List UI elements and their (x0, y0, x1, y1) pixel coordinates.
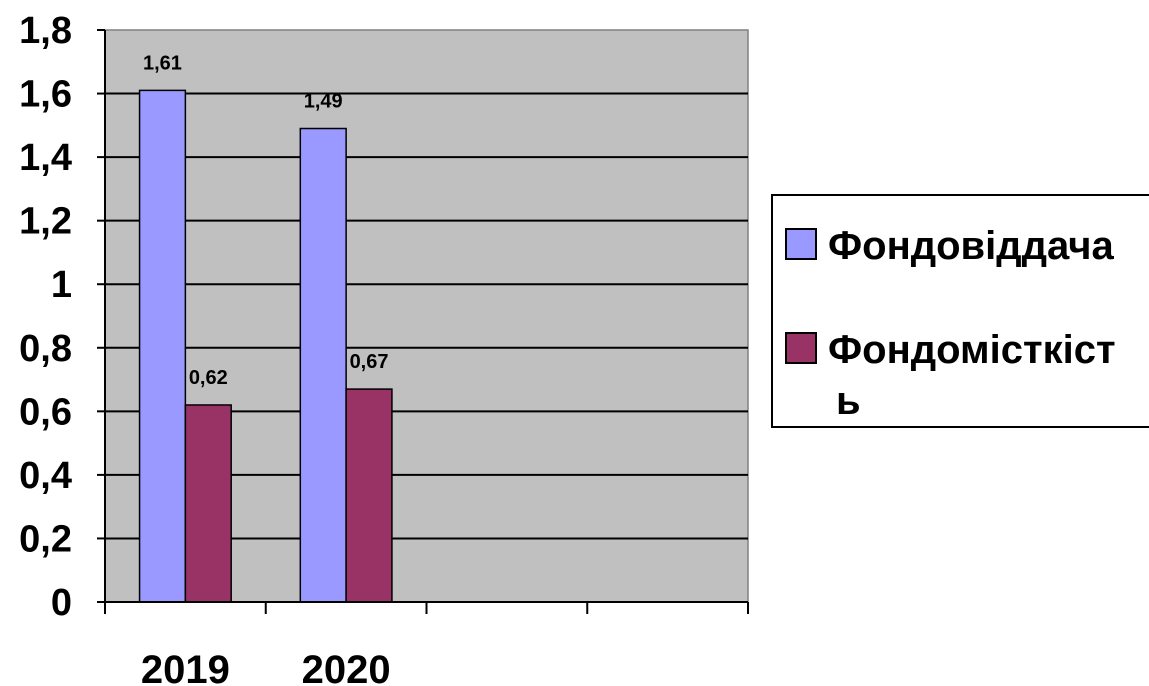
data-labels: 1,61 1,49 0,62 0,67 (143, 52, 389, 389)
x-category-labels: 2019 2020 (141, 648, 391, 686)
legend-box (771, 194, 1149, 428)
axes (97, 29, 749, 614)
data-label: 1,49 (304, 91, 343, 113)
legend-swatch-fondovidacha (785, 228, 817, 260)
y-tick-label: 1,8 (19, 10, 72, 52)
bar (345, 388, 393, 603)
x-category-label: 2019 (141, 648, 230, 686)
y-tick-label: 1 (51, 264, 72, 306)
y-tick-labels: 0 0,2 0,4 0,6 0,8 1 1,2 1,4 1,6 1,8 (19, 10, 72, 624)
legend: Фондовіддача Фондомісткіст ь (771, 194, 1149, 428)
data-label: 0,67 (350, 351, 389, 373)
legend-label-fondovidacha: Фондовіддача (828, 224, 1115, 268)
bars (138, 89, 393, 603)
bar (299, 127, 347, 603)
x-category-label: 2020 (302, 648, 391, 686)
y-tick-label: 1,2 (19, 201, 72, 243)
y-tick-label: 0,2 (19, 518, 72, 560)
legend-label-fondomistkist-line2: ь (836, 379, 861, 423)
y-tick-label: 0,4 (19, 455, 72, 497)
y-tick-label: 1,4 (19, 137, 72, 179)
y-tick-label: 0 (51, 582, 72, 624)
legend-label-fondomistkist-line1: Фондомісткіст (828, 328, 1116, 372)
y-tick-label: 0,8 (19, 328, 72, 370)
legend-swatch-fondomistkist (785, 332, 817, 364)
data-label: 1,61 (143, 52, 182, 74)
bar (184, 404, 232, 603)
bar (138, 89, 187, 603)
y-tick-label: 1,6 (19, 74, 72, 116)
y-tick-label: 0,6 (19, 391, 72, 433)
data-label: 0,62 (189, 367, 228, 389)
